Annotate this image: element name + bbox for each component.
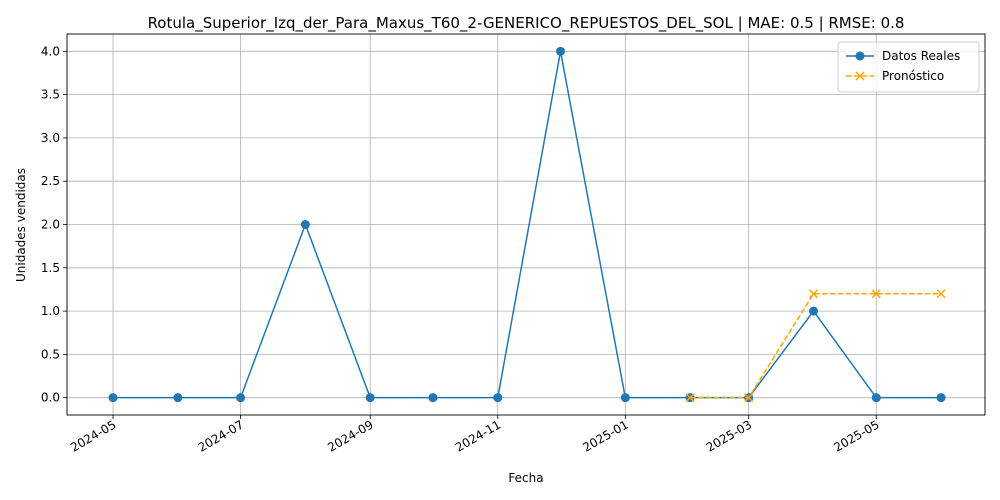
legend-label-pronostico: Pronóstico	[882, 69, 944, 83]
legend-label-datos-reales: Datos Reales	[882, 49, 960, 63]
x-axis-ticks: 2024-05 2024-07 2024-09 2024-11 2025-01 2025-…	[68, 415, 882, 455]
data-point	[428, 393, 438, 403]
data-point	[871, 289, 881, 299]
y-axis-label: Unidades vendidas	[14, 168, 28, 282]
x-tick-label: 2024-05	[68, 417, 118, 454]
data-point	[744, 393, 754, 403]
data-point	[300, 220, 310, 229]
x-tick-label: 2025-05	[831, 417, 881, 454]
legend-marker-datos-reales	[855, 51, 865, 61]
x-tick-label: 2024-11	[453, 417, 503, 454]
legend-box	[837, 41, 980, 93]
legend: Datos Reales Pronóstico	[837, 41, 980, 93]
data-point	[685, 393, 695, 403]
y-tick-label: 3.0	[41, 131, 60, 145]
series-layer	[108, 46, 946, 403]
data-point	[620, 393, 630, 403]
data-point	[365, 393, 375, 403]
legend-item-pronostico: Pronóstico	[846, 69, 944, 83]
data-point	[493, 393, 503, 403]
x-tick-label: 2024-09	[325, 417, 375, 454]
x-tick-label: 2024-07	[196, 417, 246, 454]
x-axis-label: Fecha	[508, 471, 543, 485]
x-tick-label: 2025-03	[704, 417, 754, 454]
y-tick-label: 1.0	[41, 304, 60, 318]
data-point	[556, 46, 566, 56]
data-point	[236, 393, 246, 403]
y-tick-label: 4.0	[41, 44, 60, 58]
y-tick-label: 3.5	[41, 88, 60, 102]
data-point	[936, 289, 946, 299]
data-point	[808, 289, 819, 299]
y-tick-label: 2.0	[41, 218, 60, 232]
data-point	[871, 393, 881, 403]
data-point	[809, 306, 819, 316]
y-axis-ticks: 0.0 0.5 1.0 1.5 2.0 2.5 3.0 3.5 4.0	[41, 44, 67, 405]
data-point	[108, 393, 118, 403]
series-line-1	[690, 293, 942, 399]
data-point	[936, 393, 946, 403]
y-tick-label: 1.5	[41, 261, 60, 275]
y-tick-label: 2.5	[41, 174, 60, 188]
grid-lines	[67, 34, 985, 415]
chart-title: Rotula_Superior_Izq_der_Para_Maxus_T60_2…	[148, 14, 905, 33]
x-tick-label: 2025-01	[580, 417, 630, 454]
series-line-0	[113, 50, 942, 399]
data-point	[173, 393, 183, 403]
y-tick-label: 0.0	[41, 391, 60, 405]
legend-marker-pronostico	[855, 71, 865, 81]
legend-item-datos-reales: Datos Reales	[846, 49, 960, 63]
y-tick-label: 0.5	[41, 347, 60, 361]
